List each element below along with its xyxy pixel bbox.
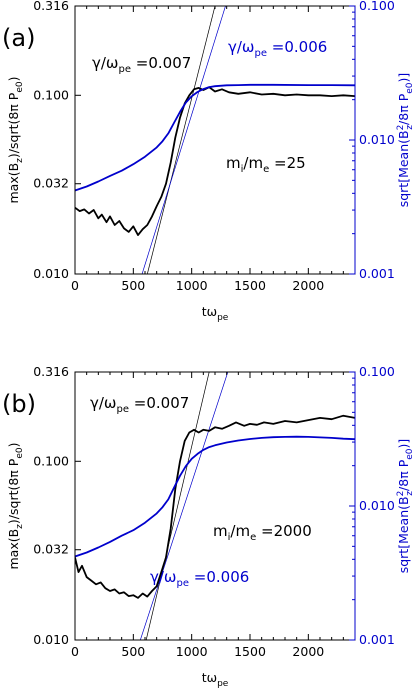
x-tick-label: 0: [71, 644, 79, 659]
y-right-tick-label: 0.001: [359, 266, 395, 281]
y-left-tick-label: 0.100: [33, 453, 69, 468]
x-tick-label: 1000: [176, 644, 208, 659]
y-left-tick-label: 0.032: [33, 176, 69, 191]
fit-line-blue-b: [140, 372, 229, 640]
y-left-tick-label: 0.316: [33, 0, 69, 13]
xlabel-b: tωpe: [202, 670, 229, 688]
annotation-growth-black-a: γ/ωpe =0.007: [92, 54, 191, 75]
y-left-tick-label: 0.316: [33, 364, 69, 379]
plot-area-a: [75, 6, 355, 274]
xlabel-a: tωpe: [202, 304, 229, 323]
ylabel-left-b: max(Bz)/sqrt(8π Pe0): [6, 442, 25, 569]
y-right-tick-label: 0.010: [359, 132, 395, 147]
panel-label-a: (a): [2, 24, 35, 52]
series-max-bz-a: [75, 86, 355, 236]
y-left-tick-label: 0.010: [33, 632, 69, 647]
fit-line-black-b: [145, 372, 210, 640]
x-tick-label: 2000: [292, 278, 324, 293]
fit-line-blue-a: [141, 6, 226, 274]
annotation-growth-blue-a: γ/ωpe =0.006: [228, 38, 327, 59]
series-max-bz-b: [75, 414, 355, 599]
y-left-tick-label: 0.100: [33, 87, 69, 102]
x-tick-label: 1000: [176, 278, 208, 293]
x-tick-label: 1500: [234, 278, 266, 293]
ylabel-left-a: max(Bz)/sqrt(8π Pe0): [6, 76, 25, 203]
ylabel-right-b: sqrt[Mean(B2z/8π Pe0)]: [396, 439, 415, 574]
y-right-tick-label: 0.010: [359, 498, 395, 513]
x-tick-label: 500: [121, 644, 145, 659]
y-right-tick-label: 0.100: [359, 364, 395, 379]
annotation-mass-ratio-a: mi/me =25: [226, 154, 306, 175]
x-tick-label: 0: [71, 278, 79, 293]
fit-line-black-a: [146, 6, 216, 274]
panel-label-b: (b): [2, 390, 36, 418]
x-tick-label: 500: [121, 278, 145, 293]
y-left-tick-label: 0.010: [33, 266, 69, 281]
ticks-a: 0 500 1000 1500 2000 0.010 0.032 0.100 0.316 0.00…: [33, 0, 395, 293]
y-right-tick-label: 0.100: [359, 0, 395, 13]
y-left-tick-label: 0.032: [33, 542, 69, 557]
annotation-growth-black-b: γ/ωpe =0.007: [90, 394, 189, 415]
panel-a: (a) 0 500 1000 1500 2000 0.010 0.032 0.100 0.316…: [2, 0, 415, 323]
series-mean-bz-b: [75, 435, 355, 558]
x-tick-label: 1500: [234, 644, 266, 659]
series-mean-bz-a: [75, 83, 355, 192]
y-right-tick-label: 0.001: [359, 632, 395, 647]
ticks-b: 0 500 1000 1500 2000 0.010 0.032 0.100 0.316 0.00…: [33, 364, 395, 659]
ylabel-right-a: sqrt[Mean(B2z/8π Pe0)]: [396, 73, 415, 208]
plot-area-b: [75, 372, 355, 640]
annotation-mass-ratio-b: mi/me =2000: [213, 522, 312, 543]
annotation-growth-blue-b: γ/ωpe =0.006: [150, 568, 249, 589]
panel-b: (b) 0 500 1000 1500 2000 0.010 0.032 0.100 0.316…: [2, 364, 415, 688]
x-tick-label: 2000: [292, 644, 324, 659]
